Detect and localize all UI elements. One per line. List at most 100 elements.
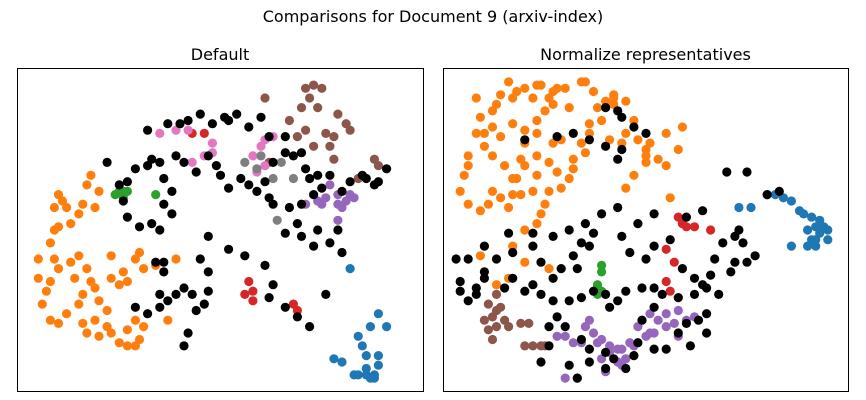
scatter-point-blue (823, 235, 833, 245)
scatter-point-orange (496, 132, 506, 142)
scatter-point-brown (309, 80, 319, 90)
scatter-point-orange (532, 115, 542, 126)
scatter-point-black (548, 296, 558, 306)
scatter-point-black (584, 241, 595, 251)
scatter-point-blue (807, 212, 817, 222)
scatter-point-brown (491, 289, 502, 299)
scatter-point-black (714, 289, 724, 299)
scatter-point-black (163, 296, 173, 306)
scatter-point-black (284, 202, 294, 213)
scatter-point-red (248, 296, 258, 306)
scatter-point-black (649, 241, 659, 251)
scatter-point-brown (329, 154, 339, 164)
scatter-point-black (321, 289, 331, 299)
scatter-point-orange (532, 219, 542, 229)
scatter-point-black (130, 164, 140, 174)
scatter-point-black (288, 151, 298, 161)
scatter-point-orange (33, 254, 43, 264)
scatter-point-orange (597, 115, 607, 126)
scatter-point-black (325, 170, 335, 180)
scatter-point-orange (552, 167, 562, 177)
scatter-point-orange (556, 183, 566, 193)
figure-suptitle: Comparisons for Document 9 (arxiv-index) (263, 7, 603, 26)
scatter-point-black (305, 173, 315, 184)
scatter-point-black (629, 351, 639, 361)
scatter-point-black (629, 122, 639, 132)
scatter-point-orange (82, 264, 92, 274)
scatter-point-black (601, 363, 611, 374)
scatter-point-blue (353, 370, 363, 380)
scatter-point-purple (592, 338, 603, 348)
scatter-point-brown (491, 322, 502, 332)
scatter-point-black (528, 241, 538, 251)
scatter-point-black (621, 286, 631, 296)
scatter-point-black (588, 228, 599, 238)
scatter-point-black (536, 357, 546, 367)
scatter-point-black (118, 196, 128, 206)
scatter-point-brown (516, 318, 526, 328)
scatter-point-black (762, 190, 772, 200)
scatter-point-black (451, 254, 461, 264)
scatter-point-orange (516, 190, 526, 200)
scatter-point-black (244, 180, 254, 190)
scatter-point-black (268, 157, 278, 167)
scatter-point-black (264, 293, 274, 303)
scatter-point-black (309, 241, 319, 251)
scatter-point-orange (580, 77, 591, 87)
scatter-point-black (224, 115, 234, 126)
scatter-point-black (167, 209, 177, 219)
scatter-point-black (155, 289, 165, 299)
scatter-point-purple (333, 215, 343, 225)
scatter-point-black (175, 119, 185, 129)
scatter-point-black (576, 293, 587, 303)
scatter-point-blue (803, 225, 813, 235)
scatter-point-black (560, 322, 570, 332)
scatter-point-blue (803, 241, 813, 251)
scatter-point-orange (584, 119, 595, 129)
scatter-point-black (572, 373, 582, 383)
scatter-point-orange (584, 128, 595, 138)
scatter-point-orange (661, 128, 671, 138)
scatter-point-black (706, 270, 716, 280)
scatter-point-orange (512, 86, 522, 97)
scatter-point-orange (629, 115, 639, 126)
scatter-point-orange (49, 202, 60, 213)
scatter-point-black (203, 151, 213, 161)
scatter-point-black (203, 267, 213, 277)
scatter-point-brown (305, 93, 315, 103)
scatter-point-orange (45, 315, 56, 325)
scatter-point-black (677, 264, 688, 274)
scatter-point-black (203, 286, 213, 296)
scatter-point-pink (207, 138, 217, 148)
scatter-point-orange (673, 144, 683, 155)
scatter-point-black (698, 206, 708, 216)
scatter-point-orange (74, 251, 84, 261)
scatter-point-blue (361, 363, 371, 374)
scatter-point-black (224, 183, 234, 193)
scatter-point-black (280, 148, 290, 158)
scatter-point-black (689, 289, 700, 299)
scatter-point-black (520, 135, 530, 145)
scatter-point-brown (296, 103, 307, 113)
scatter-point-orange (528, 93, 538, 103)
scatter-point-black (568, 251, 578, 261)
scatter-point-orange (78, 289, 88, 299)
scatter-point-orange (496, 90, 506, 100)
scatter-point-purple (621, 354, 631, 364)
scatter-point-purple (560, 331, 570, 341)
scatter-point-orange (508, 241, 518, 251)
scatter-point-orange (49, 254, 60, 264)
scatter-point-red (706, 225, 716, 235)
scatter-point-orange (576, 138, 587, 148)
scatter-point-orange (532, 80, 542, 90)
axes-frame-default (17, 68, 424, 392)
scatter-point-black (361, 173, 371, 184)
scatter-point-orange (621, 96, 631, 106)
scatter-point-black (305, 322, 315, 332)
scatter-point-black (601, 347, 611, 357)
scatter-point-green (122, 186, 132, 196)
scatter-point-black (601, 103, 611, 113)
scatter-point-purple (669, 318, 679, 328)
scatter-point-orange (459, 170, 469, 180)
scatter-point-black (556, 264, 566, 274)
